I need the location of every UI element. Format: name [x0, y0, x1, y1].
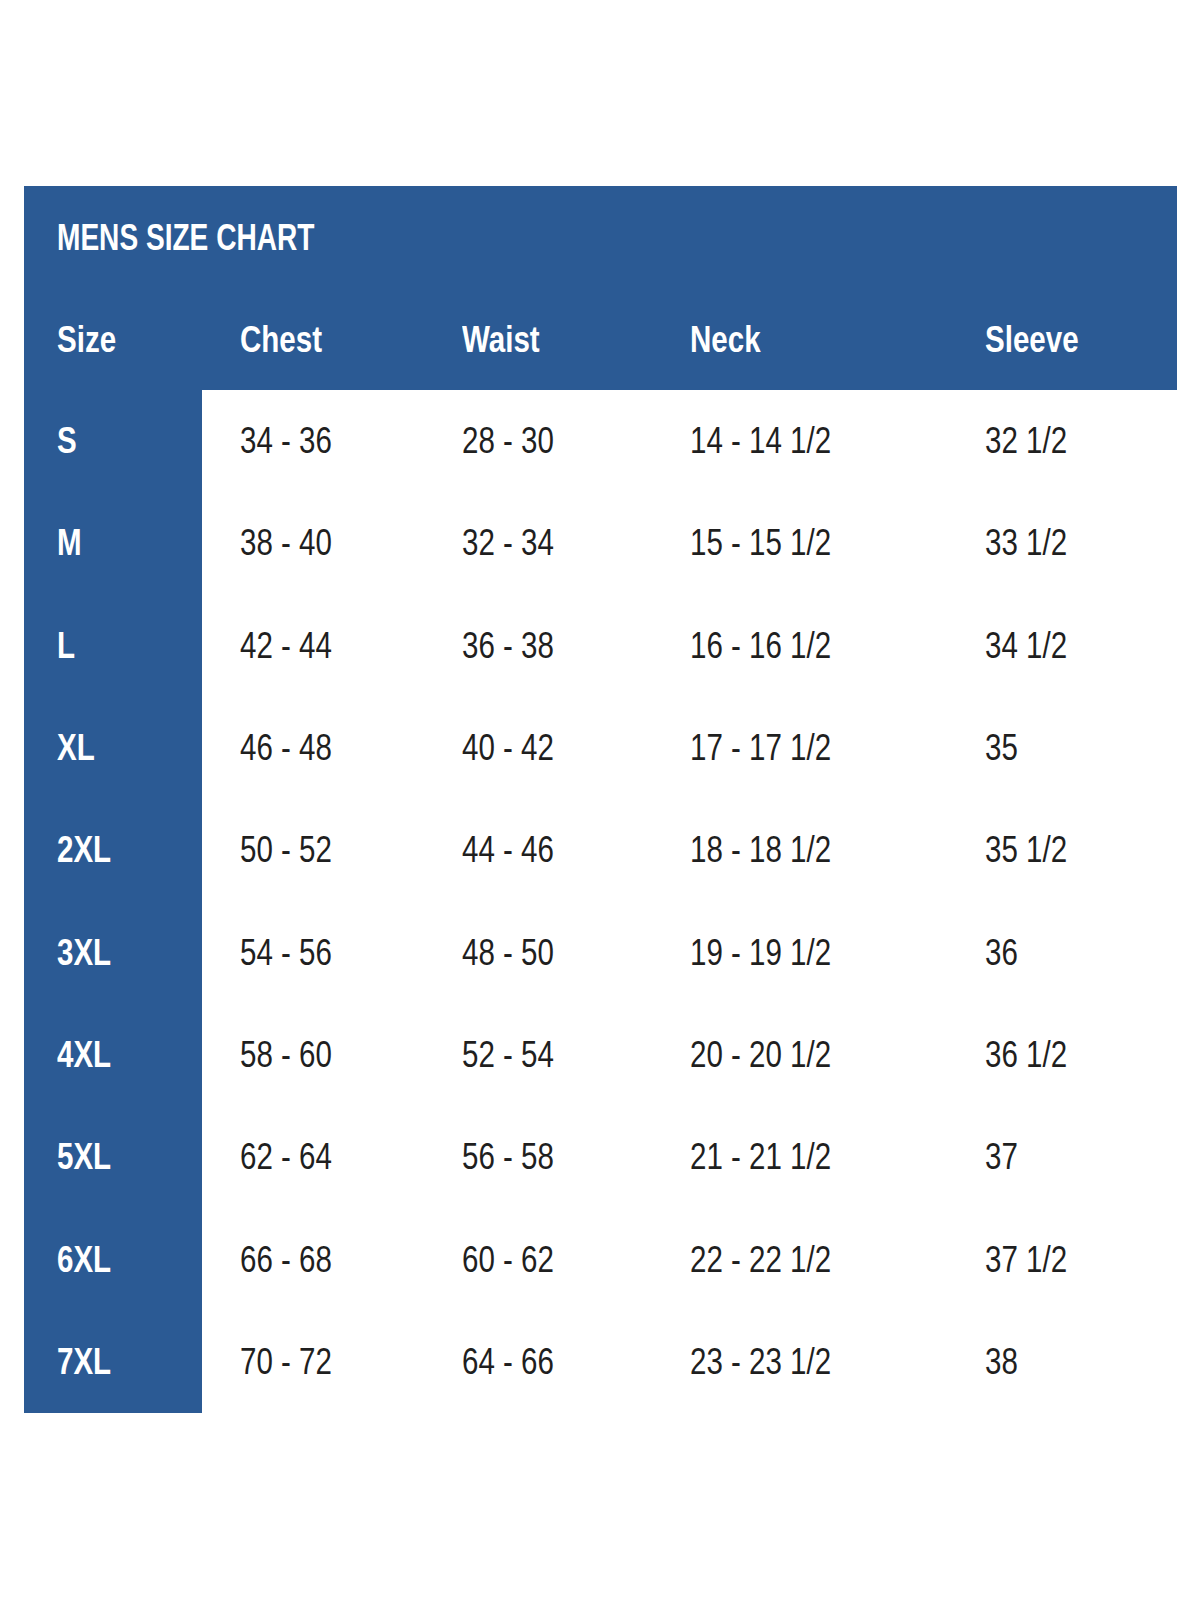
- size-label: L: [57, 625, 207, 667]
- cell-sleeve: 34 1/2: [985, 625, 1142, 667]
- cell-sleeve: 38: [985, 1341, 1142, 1383]
- size-chart-table: MENS SIZE CHART Size Chest Waist Neck Sl…: [24, 186, 1177, 1413]
- cell-chest: 66 - 68: [240, 1239, 422, 1281]
- size-label: 3XL: [57, 932, 207, 974]
- cell-waist: 60 - 62: [462, 1239, 649, 1281]
- table-row-3xl: 3XL 54 - 56 48 - 50 19 - 19 1/2 36: [24, 901, 1177, 1003]
- cell-chest: 38 - 40: [240, 522, 422, 564]
- size-chart-panel: MENS SIZE CHART Size Chest Waist Neck Sl…: [24, 186, 1177, 1413]
- size-label: M: [57, 522, 207, 564]
- cell-neck: 17 - 17 1/2: [690, 727, 932, 769]
- cell-chest: 50 - 52: [240, 829, 422, 871]
- cell-waist: 44 - 46: [462, 829, 649, 871]
- cell-neck: 14 - 14 1/2: [690, 420, 932, 462]
- cell-neck: 18 - 18 1/2: [690, 829, 932, 871]
- cell-waist: 28 - 30: [462, 420, 649, 462]
- cell-waist: 64 - 66: [462, 1341, 649, 1383]
- size-label: 2XL: [57, 829, 207, 871]
- cell-sleeve: 33 1/2: [985, 522, 1142, 564]
- size-label: 4XL: [57, 1034, 207, 1076]
- cell-sleeve: 36: [985, 932, 1142, 974]
- page-title: MENS SIZE CHART: [57, 217, 314, 259]
- table-row-7xl: 7XL 70 - 72 64 - 66 23 - 23 1/2 38: [24, 1311, 1177, 1413]
- cell-waist: 40 - 42: [462, 727, 649, 769]
- cell-waist: 36 - 38: [462, 625, 649, 667]
- cell-sleeve: 37 1/2: [985, 1239, 1142, 1281]
- col-header-size: Size: [57, 319, 207, 361]
- cell-neck: 19 - 19 1/2: [690, 932, 932, 974]
- table-row-6xl: 6XL 66 - 68 60 - 62 22 - 22 1/2 37 1/2: [24, 1208, 1177, 1310]
- cell-neck: 16 - 16 1/2: [690, 625, 932, 667]
- table-row-2xl: 2XL 50 - 52 44 - 46 18 - 18 1/2 35 1/2: [24, 799, 1177, 901]
- table-row-5xl: 5XL 62 - 64 56 - 58 21 - 21 1/2 37: [24, 1106, 1177, 1208]
- cell-chest: 62 - 64: [240, 1136, 422, 1178]
- cell-sleeve: 35: [985, 727, 1142, 769]
- page: { "chart_data": { "type": "table", "titl…: [0, 0, 1200, 1600]
- cell-chest: 42 - 44: [240, 625, 422, 667]
- cell-waist: 32 - 34: [462, 522, 649, 564]
- cell-neck: 22 - 22 1/2: [690, 1239, 932, 1281]
- table-row-l: L 42 - 44 36 - 38 16 - 16 1/2 34 1/2: [24, 595, 1177, 697]
- col-header-chest: Chest: [240, 319, 422, 361]
- cell-sleeve: 32 1/2: [985, 420, 1142, 462]
- cell-neck: 21 - 21 1/2: [690, 1136, 932, 1178]
- size-label: 7XL: [57, 1341, 207, 1383]
- size-label: XL: [57, 727, 207, 769]
- cell-waist: 56 - 58: [462, 1136, 649, 1178]
- cell-neck: 15 - 15 1/2: [690, 522, 932, 564]
- cell-waist: 52 - 54: [462, 1034, 649, 1076]
- table-row-4xl: 4XL 58 - 60 52 - 54 20 - 20 1/2 36 1/2: [24, 1004, 1177, 1106]
- col-header-waist: Waist: [462, 319, 649, 361]
- table-row-xl: XL 46 - 48 40 - 42 17 - 17 1/2 35: [24, 697, 1177, 799]
- cell-waist: 48 - 50: [462, 932, 649, 974]
- col-header-neck: Neck: [690, 319, 932, 361]
- table-row-m: M 38 - 40 32 - 34 15 - 15 1/2 33 1/2: [24, 492, 1177, 594]
- cell-sleeve: 37: [985, 1136, 1142, 1178]
- cell-sleeve: 36 1/2: [985, 1034, 1142, 1076]
- cell-neck: 20 - 20 1/2: [690, 1034, 932, 1076]
- size-label: 6XL: [57, 1239, 207, 1281]
- size-label: S: [57, 420, 207, 462]
- cell-chest: 58 - 60: [240, 1034, 422, 1076]
- cell-chest: 46 - 48: [240, 727, 422, 769]
- cell-chest: 34 - 36: [240, 420, 422, 462]
- title-row: MENS SIZE CHART: [24, 186, 1177, 290]
- col-header-sleeve: Sleeve: [985, 319, 1142, 361]
- column-header-row: Size Chest Waist Neck Sleeve: [24, 290, 1177, 390]
- cell-sleeve: 35 1/2: [985, 829, 1142, 871]
- cell-neck: 23 - 23 1/2: [690, 1341, 932, 1383]
- table-row-s: S 34 - 36 28 - 30 14 - 14 1/2 32 1/2: [24, 390, 1177, 492]
- cell-chest: 54 - 56: [240, 932, 422, 974]
- cell-chest: 70 - 72: [240, 1341, 422, 1383]
- size-label: 5XL: [57, 1136, 207, 1178]
